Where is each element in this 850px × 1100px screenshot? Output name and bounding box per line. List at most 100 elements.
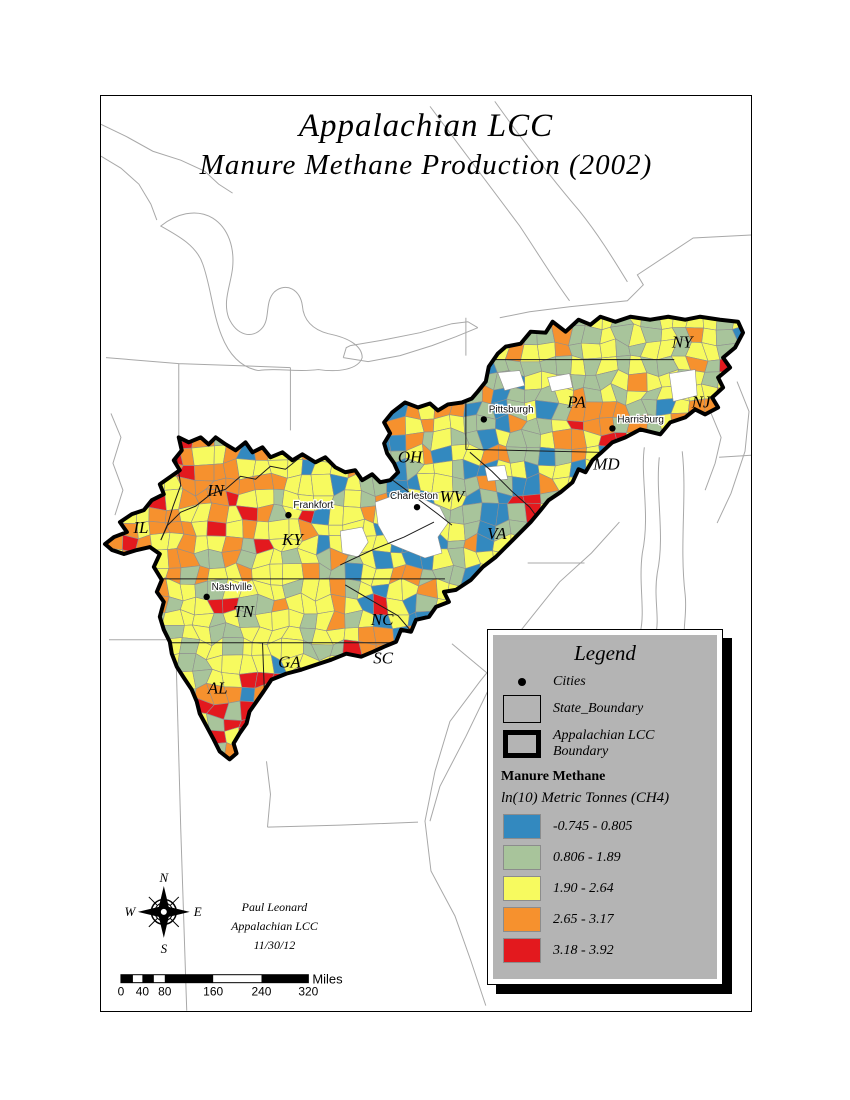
county-cell <box>121 316 139 332</box>
county-cell <box>386 373 410 390</box>
county-cell <box>120 418 140 435</box>
county-cell <box>254 384 274 407</box>
county-cell <box>524 548 541 567</box>
county-cell <box>407 776 423 793</box>
county-cell <box>134 325 152 341</box>
county-cell <box>332 302 346 316</box>
county-cell <box>432 637 452 660</box>
county-cell <box>344 683 365 704</box>
county-cell <box>445 655 466 677</box>
county-cell <box>596 502 618 525</box>
state-label-AL: AL <box>207 679 228 698</box>
atlantic-coast <box>424 521 620 1006</box>
county-cell <box>580 578 600 598</box>
county-cell <box>104 316 109 328</box>
county-cell <box>371 316 395 332</box>
scale-bar: 0 40 80 160 240 320 Miles <box>118 972 343 999</box>
county-cell <box>131 371 154 393</box>
county-cell <box>370 703 392 720</box>
county-cell <box>164 701 182 721</box>
county-cell <box>104 637 124 659</box>
county-cell <box>671 432 694 449</box>
county-cell <box>430 667 449 689</box>
county-cell <box>731 562 744 587</box>
county-cell <box>372 293 389 312</box>
county-cell <box>434 372 454 392</box>
county-cell <box>300 359 320 375</box>
county-cell <box>132 675 156 691</box>
county-cell <box>510 583 526 602</box>
county-cell <box>283 730 302 751</box>
county-cell <box>746 703 751 716</box>
county-cell <box>746 579 751 599</box>
county-cell <box>286 316 305 330</box>
county-cell <box>161 384 182 403</box>
county-cell <box>121 474 140 497</box>
county-cell <box>670 524 694 539</box>
county-cell <box>555 355 573 376</box>
county-cell <box>116 747 141 760</box>
legend-class-row: 3.18 - 3.92 <box>499 938 711 963</box>
county-cell <box>452 459 465 480</box>
county-cell <box>732 474 744 495</box>
county-cell <box>148 418 167 437</box>
county-cell <box>359 316 376 332</box>
county-cell <box>447 608 466 624</box>
county-cell <box>120 687 134 707</box>
county-cell <box>346 415 364 437</box>
county-cell <box>104 459 122 478</box>
county-cell <box>370 353 393 375</box>
county-cell <box>539 532 559 553</box>
county-cell <box>360 294 372 313</box>
county-cell <box>431 299 454 316</box>
county-cell <box>706 547 719 568</box>
legend-units-label: ln(10) Metric Tonnes (CH4) <box>501 790 670 806</box>
county-cell <box>146 639 167 658</box>
county-cell <box>148 338 168 359</box>
credit-author: Paul Leonard <box>241 900 308 914</box>
county-cell <box>525 596 541 617</box>
county-cell <box>732 712 744 736</box>
county-cell <box>386 685 410 705</box>
county-cell <box>135 728 155 752</box>
legend-class-row: -0.745 - 0.805 <box>499 814 711 839</box>
county-cell <box>120 698 138 720</box>
county-cell <box>315 434 334 448</box>
county-cell <box>703 476 717 497</box>
county-cell <box>647 523 659 539</box>
county-cell <box>166 747 183 760</box>
county-cell <box>253 414 275 433</box>
county-cell <box>687 412 710 437</box>
county-cell <box>325 681 346 704</box>
county-cell <box>660 458 677 476</box>
county-cell <box>101 773 110 790</box>
county-cell <box>729 655 744 674</box>
legend-item-lcc-boundary-label: Appalachian LCC Boundary <box>553 728 655 759</box>
county-cell <box>285 428 300 450</box>
county-cell <box>152 673 165 687</box>
county-cell <box>101 448 104 466</box>
compass-rose-icon: N E S W <box>125 870 202 956</box>
county-cell <box>176 711 197 733</box>
legend: Legend Cities State_Boundary Appalachian… <box>487 629 723 985</box>
county-cell <box>341 667 364 688</box>
county-cell <box>375 758 393 760</box>
class-range-label: 3.18 - 3.92 <box>553 942 614 958</box>
county-cell <box>554 593 569 614</box>
county-cell <box>673 316 692 318</box>
county-cell <box>104 656 111 673</box>
county-cell <box>375 671 392 691</box>
oh-wv-river <box>389 477 453 526</box>
county-cell <box>422 374 436 392</box>
county-cell <box>325 702 350 720</box>
county-cell <box>133 444 151 464</box>
county-cell <box>670 508 693 526</box>
county-cell <box>221 773 245 790</box>
scale-tick-40: 40 <box>136 985 150 999</box>
city-dot-Nashville <box>203 593 210 601</box>
southern-state-lines <box>108 639 419 1011</box>
county-cell <box>104 383 125 407</box>
county-cell <box>146 397 169 421</box>
county-cell <box>654 537 679 557</box>
county-cell <box>209 358 230 376</box>
